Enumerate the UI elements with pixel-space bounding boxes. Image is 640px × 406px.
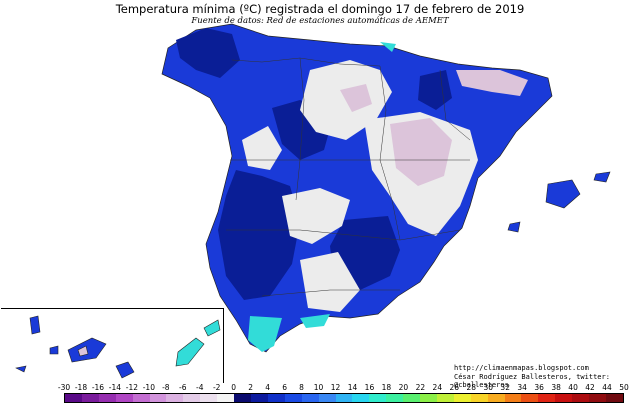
colorbar-label: 8 (299, 383, 304, 392)
colorbar-segment (453, 394, 471, 402)
colorbar-segment (335, 394, 353, 402)
colorbar-label: 14 (347, 383, 358, 392)
map-title: Temperatura mínima (ºC) registrada el do… (115, 2, 525, 16)
colorbar-label: -6 (179, 383, 187, 392)
blog-url: http://climaenmapas.blogspot.com (454, 364, 589, 372)
colorbar-segment (555, 394, 573, 402)
colorbar-segment (436, 394, 454, 402)
island-la-palma (29, 315, 41, 335)
colorbar-label: -12 (125, 383, 138, 392)
colorbar-label: 22 (415, 383, 426, 392)
cold-zone (390, 118, 452, 186)
colorbar-label: 42 (585, 383, 595, 392)
island-lanzarote (203, 319, 221, 337)
cyan-zone (380, 42, 396, 52)
colorbar-segment (200, 394, 218, 402)
colorbar-label: 20 (398, 383, 409, 392)
cold-zone (340, 84, 372, 112)
balearic-menorca (593, 171, 611, 183)
data-source: Fuente de datos: Red de estaciones autom… (191, 16, 449, 26)
colorbar-label: -18 (74, 383, 88, 392)
colorbar-segment (65, 394, 82, 402)
balearic-ibiza (507, 221, 521, 233)
colorbar-segment (250, 394, 268, 402)
colorbar-segment (420, 394, 437, 402)
cyan-zone (300, 314, 330, 328)
island-el-hierro (15, 365, 27, 373)
colorbar-segment (132, 394, 150, 402)
colorbar-label: 32 (500, 383, 510, 392)
colorbar-label: 50 (619, 383, 629, 392)
colorbar-segment (166, 394, 184, 402)
colorbar-label: 12 (330, 383, 341, 392)
canary-inset-frame (1, 308, 224, 383)
island-tenerife-peak (77, 345, 89, 357)
colorbar-segment (521, 394, 539, 402)
colorbar-label: -2 (212, 383, 221, 392)
colorbar-segment (606, 394, 623, 402)
colorbar-segment (572, 394, 590, 402)
cold-zone (456, 70, 528, 96)
colorbar-segment (369, 394, 387, 402)
colorbar-label: -14 (108, 383, 122, 392)
colorbar-segment (352, 394, 370, 402)
cyan-zone (248, 316, 282, 352)
colorbar-segment (470, 394, 488, 402)
colorbar-label: -30 (57, 383, 71, 392)
colorbar-label: 36 (534, 383, 544, 392)
island-la-gomera (49, 345, 59, 355)
colorbar-segment (386, 394, 404, 402)
colorbar-segment (115, 394, 133, 402)
credits: http://climaenmapas.blogspot.com César R… (454, 364, 640, 390)
deep-blue-zone (218, 170, 300, 300)
colorbar-segment (301, 394, 319, 402)
colorbar-label: 30 (483, 383, 493, 392)
island-fuerteventura (175, 337, 205, 367)
colorbar-label: 34 (517, 383, 527, 392)
colorbar-segment (318, 394, 336, 402)
colorbar-segment (234, 394, 251, 402)
canary-islands (15, 315, 221, 379)
colorbar-label: 10 (313, 383, 324, 392)
colorbar-segment (589, 394, 606, 402)
neutral-zone (242, 126, 282, 170)
colorbar-segment (149, 394, 167, 402)
colorbar-label: -10 (142, 383, 155, 392)
colorbar-segment (538, 394, 556, 402)
colorbar-label: 16 (364, 383, 375, 392)
colorbar-label: 6 (282, 383, 287, 392)
balearic-mallorca (545, 179, 581, 209)
colorbar-labels: -30 -18 -16 -14 -12 -10 -8 -6 -4 -2 0 2 4 6 8 10 12 14 16 1… (0, 383, 640, 393)
colorbar-label: -8 (162, 383, 170, 392)
colorbar-segment (183, 394, 201, 402)
colorbar-label: 40 (568, 383, 578, 392)
colorbar-label: 24 (432, 383, 443, 392)
island-gran-canaria (115, 361, 135, 379)
colorbar-segment (487, 394, 505, 402)
colorbar-label: 2 (248, 383, 254, 392)
colorbar-label: 28 (466, 383, 477, 392)
colorbar-segment (217, 394, 235, 402)
colorbar-segment (81, 394, 99, 402)
region-borders (226, 57, 471, 297)
colorbar-label: 26 (449, 383, 460, 392)
colorbar-label: 18 (381, 383, 392, 392)
author-credit: César Rodríguez Ballesteros, twitter: @c… (454, 372, 610, 390)
colorbar-label: 44 (602, 383, 612, 392)
colorbar-label: 0 (231, 383, 237, 392)
colorbar-segment (267, 394, 285, 402)
colorbar-label: -16 (91, 383, 105, 392)
colorbar-segment (403, 394, 421, 402)
deep-blue-zone (176, 28, 240, 78)
colorbar (64, 393, 624, 403)
colorbar-label: 38 (551, 383, 561, 392)
colorbar-segment (504, 394, 522, 402)
colorbar-segment (98, 394, 116, 402)
neutral-zone (300, 252, 360, 312)
colorbar-segment (284, 394, 302, 402)
colorbar-label: 4 (265, 383, 271, 392)
colorbar-label: -4 (196, 383, 204, 392)
